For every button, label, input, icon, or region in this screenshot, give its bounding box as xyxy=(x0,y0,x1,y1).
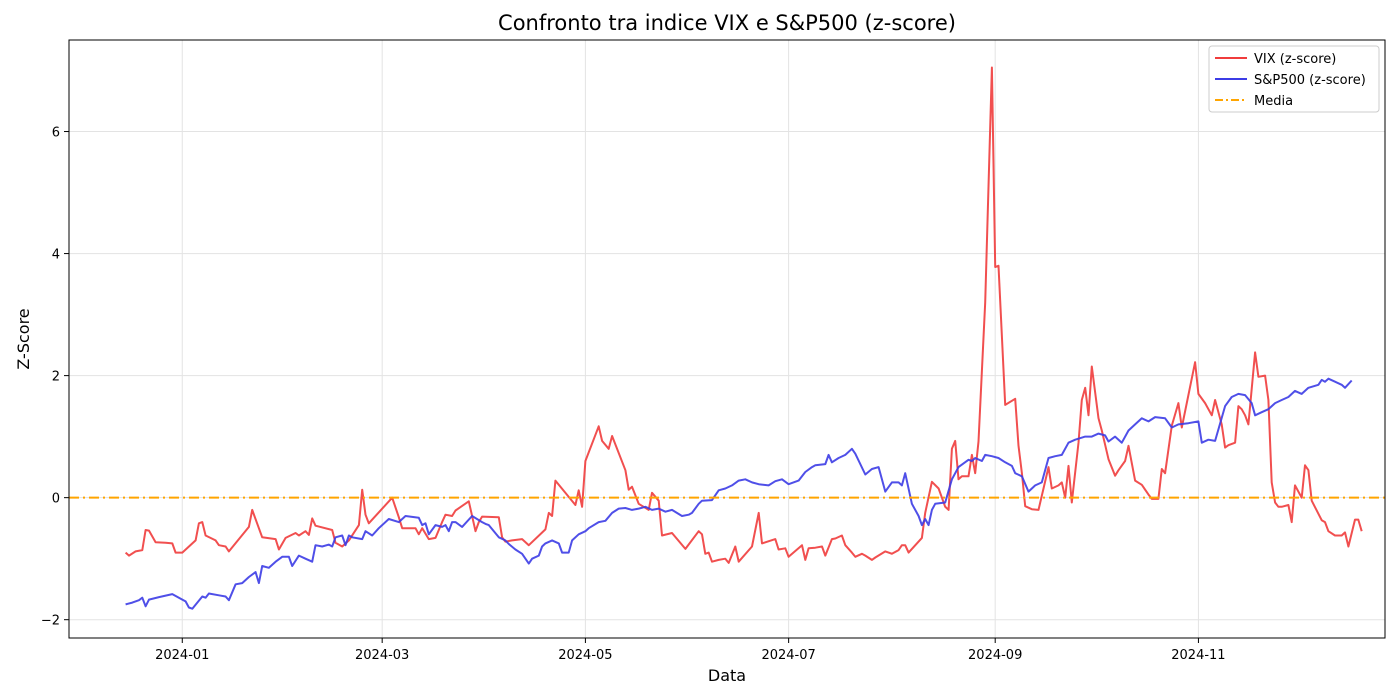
y-tick-label: 4 xyxy=(52,248,60,263)
y-tick-label: 2 xyxy=(52,370,60,385)
legend-box xyxy=(1208,45,1380,113)
y-tick-label: 0 xyxy=(52,492,60,507)
plot-frame xyxy=(68,39,1386,639)
series-line-vix-z-score xyxy=(124,66,1363,564)
y-tick-label: 6 xyxy=(52,126,60,141)
legend-label: VIX (z-score) xyxy=(1254,52,1336,67)
x-axis-label: Data xyxy=(708,666,746,685)
series-layer xyxy=(69,66,1385,610)
x-axis: 2024-01 2024-03 2024-05 2024-07 2024-09 2024-… xyxy=(155,638,1226,663)
x-tick-label: 2024-11 xyxy=(1171,648,1225,663)
legend-label: Media xyxy=(1254,94,1293,109)
chart-title: Confronto tra indice VIX e S&P500 (z-sco… xyxy=(498,11,956,35)
x-tick-label: 2024-05 xyxy=(558,648,612,663)
y-tick-label: −2 xyxy=(41,614,60,629)
legend: VIX (z-score) S&P500 (z-score) Media xyxy=(1208,45,1380,113)
series-line-s-p500-z-score xyxy=(125,377,1353,610)
y-axis-label: Z-Score xyxy=(14,308,33,369)
grid xyxy=(69,40,1385,638)
x-tick-label: 2024-01 xyxy=(155,648,209,663)
x-tick-label: 2024-03 xyxy=(355,648,409,663)
x-tick-label: 2024-07 xyxy=(761,648,815,663)
legend-label: S&P500 (z-score) xyxy=(1254,73,1366,88)
x-tick-label: 2024-09 xyxy=(968,648,1022,663)
y-axis: −2 0 2 4 6 xyxy=(41,126,69,629)
